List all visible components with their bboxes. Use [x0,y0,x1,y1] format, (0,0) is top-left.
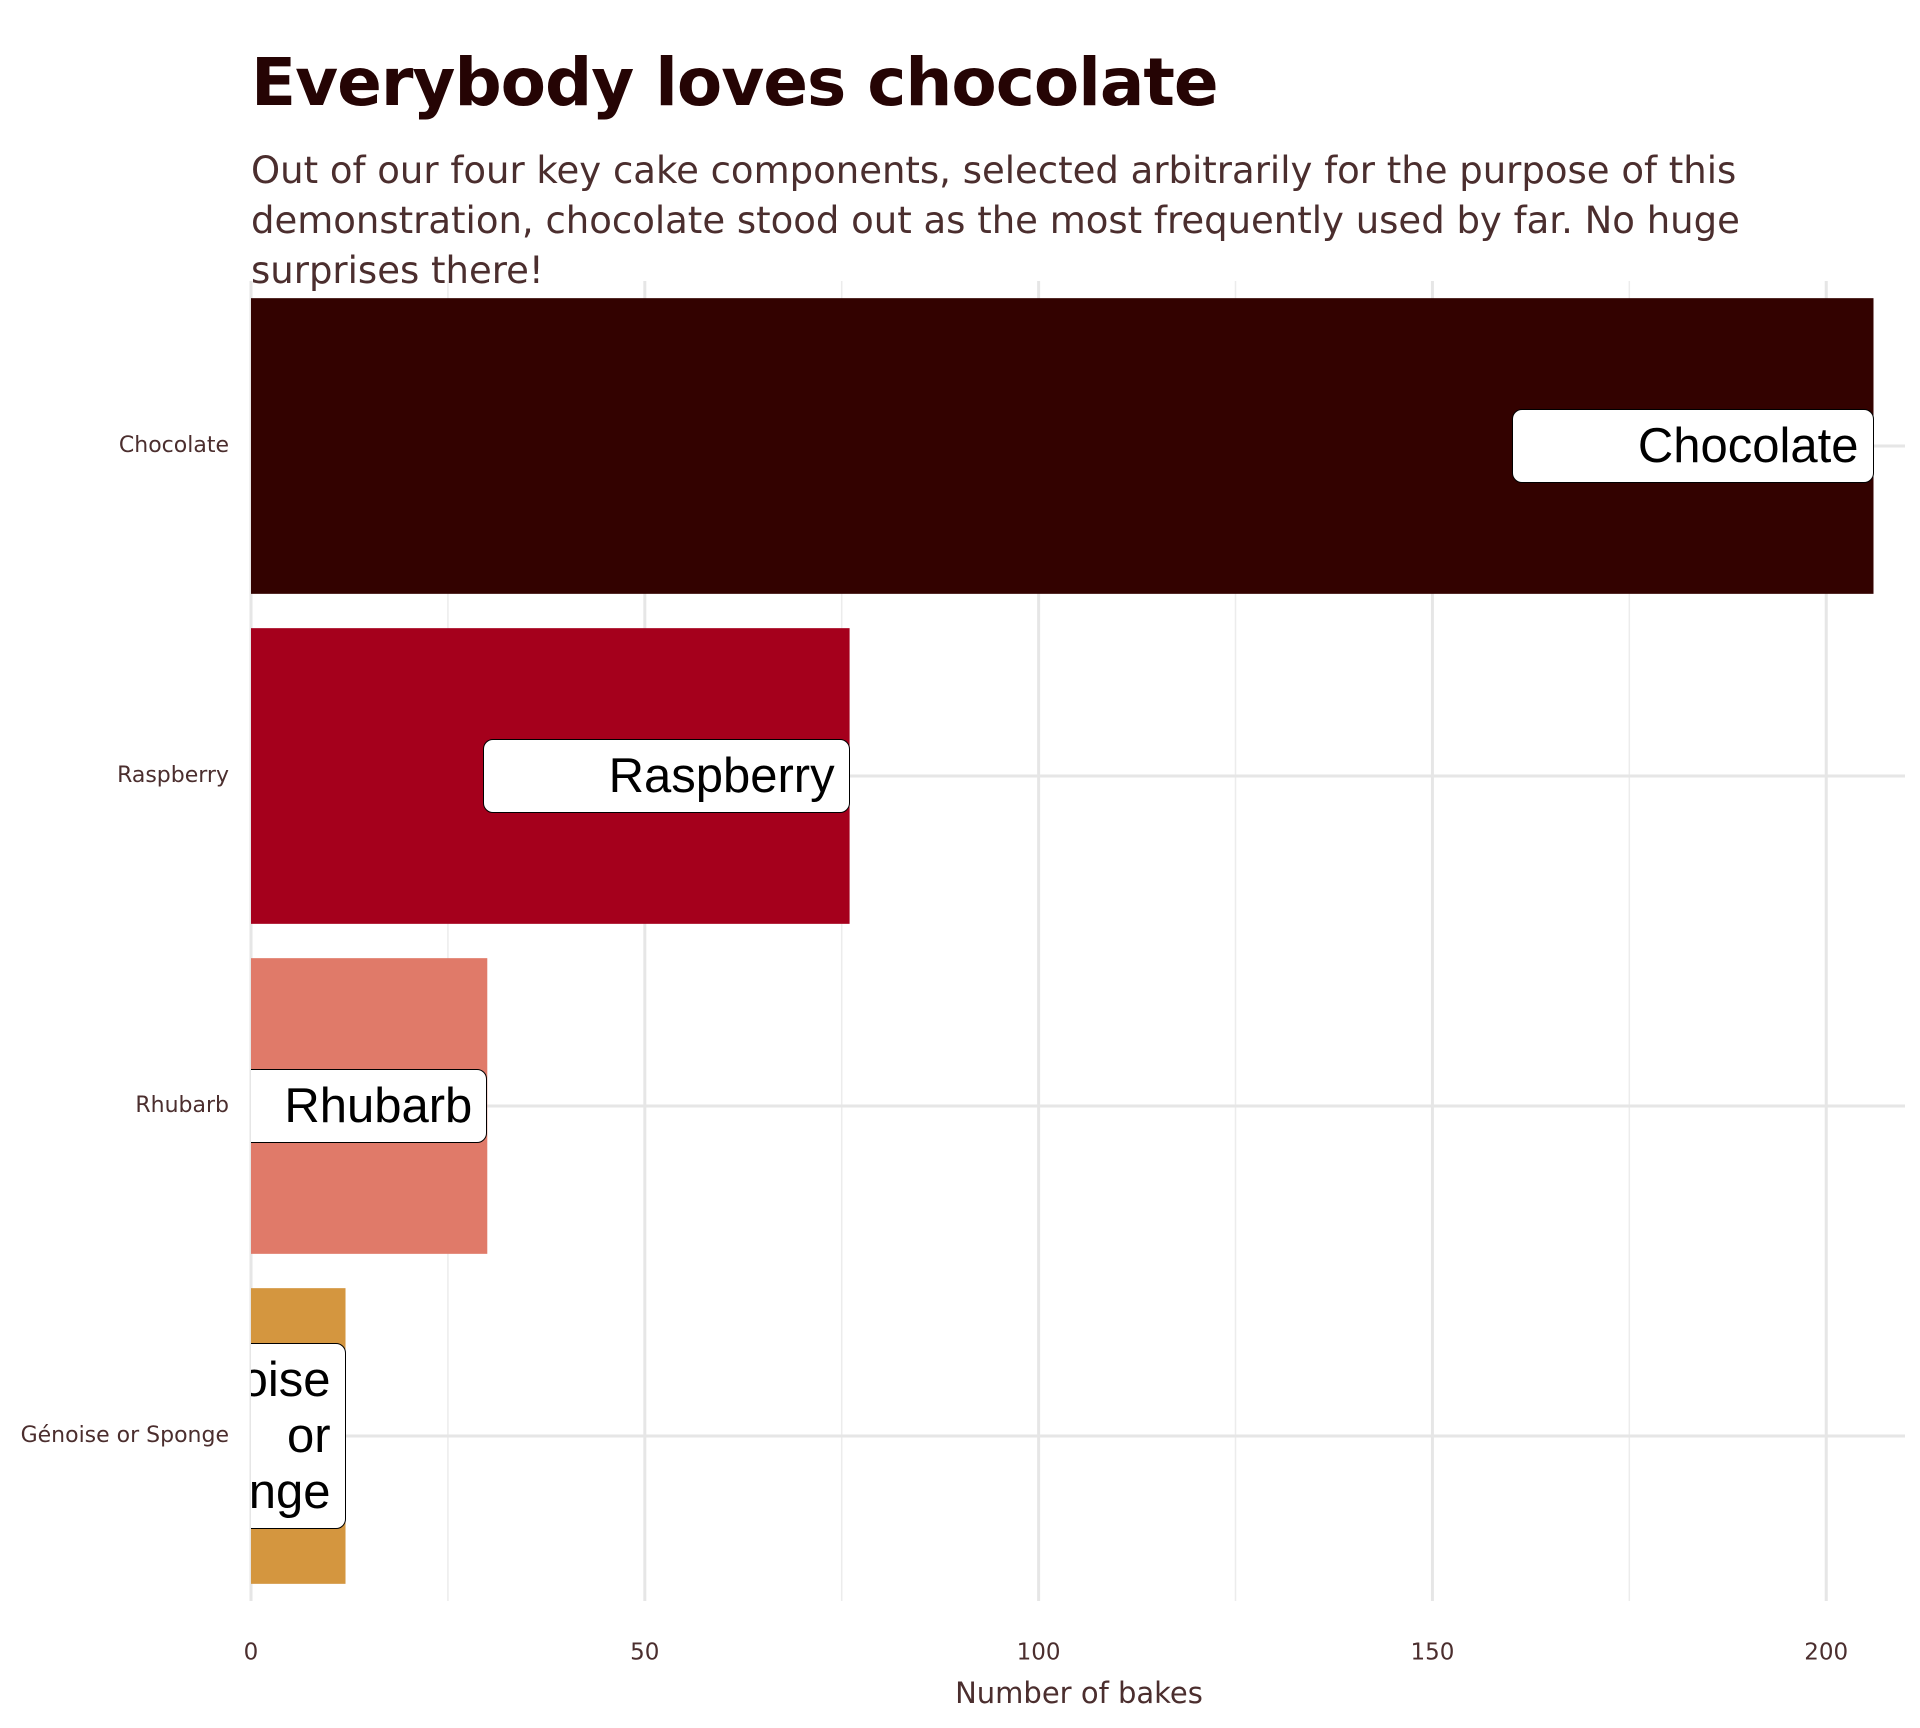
bar-label: Chocolate [1511,409,1874,483]
x-axis-title: Number of bakes [955,1676,1203,1710]
chart-title: Everybody loves chocolate [251,44,1219,121]
x-tick-label: 50 [630,1640,659,1666]
y-tick-label: Chocolate [119,433,229,458]
label-panel: Chocolate Raspberry Rhubarb Génoise or Spon… [251,281,1905,1601]
y-tick-label: Raspberry [117,763,229,788]
x-tick-label: 200 [1804,1640,1848,1666]
x-tick-label: 100 [1017,1640,1061,1666]
bar-label: Rhubarb [251,1069,488,1143]
bar-label: Raspberry [482,739,850,813]
chart-subtitle: Out of our four key cake components, sel… [251,149,1740,292]
bar-label: Génoise or Sponge [251,1343,346,1529]
x-tick-label: 0 [244,1640,259,1666]
x-tick-label: 150 [1410,1640,1454,1666]
y-tick-label: Rhubarb [135,1093,229,1118]
y-tick-label: Génoise or Sponge [21,1423,229,1448]
